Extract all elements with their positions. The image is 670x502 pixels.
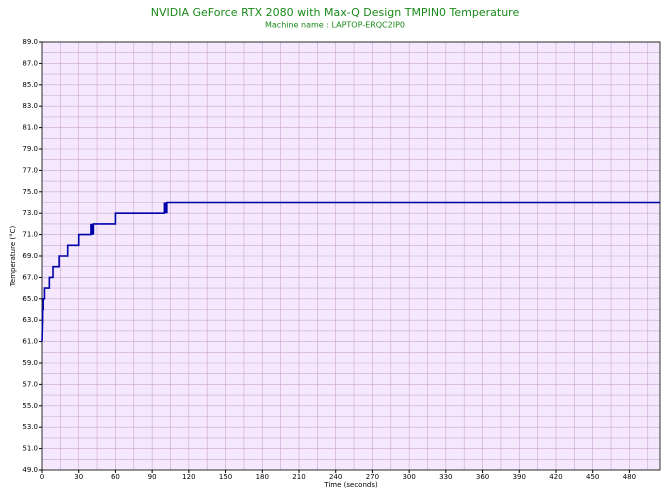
y-tick-label: 83.0 — [22, 102, 38, 110]
y-tick-label: 89.0 — [22, 38, 38, 46]
x-tick-label: 30 — [74, 473, 83, 481]
y-tick-label: 75.0 — [22, 188, 38, 196]
y-tick-label: 73.0 — [22, 209, 38, 217]
y-tick-label: 81.0 — [22, 124, 38, 132]
chart-subtitle: Machine name : LAPTOP-ERQC2IP0 — [265, 21, 405, 30]
x-tick-label: 390 — [513, 473, 526, 481]
x-tick-label: 420 — [549, 473, 562, 481]
x-tick-label: 60 — [111, 473, 120, 481]
y-tick-label: 63.0 — [22, 316, 38, 324]
x-tick-label: 270 — [366, 473, 379, 481]
x-tick-label: 120 — [182, 473, 195, 481]
x-tick-label: 0 — [40, 473, 44, 481]
y-tick-label: 65.0 — [22, 295, 38, 303]
y-tick-label: 85.0 — [22, 81, 38, 89]
y-tick-label: 79.0 — [22, 145, 38, 153]
chart-title: NVIDIA GeForce RTX 2080 with Max-Q Desig… — [151, 6, 520, 19]
series-line — [41, 201, 660, 342]
x-tick-label: 90 — [148, 473, 157, 481]
y-tick-label: 71.0 — [22, 231, 38, 239]
x-axis-label: Time (seconds) — [323, 481, 378, 489]
y-tick-label: 87.0 — [22, 59, 38, 67]
y-axis-label: Temperature (°C) — [9, 226, 17, 288]
x-tick-label: 330 — [439, 473, 452, 481]
y-tick-label: 59.0 — [22, 359, 38, 367]
x-tick-label: 150 — [219, 473, 232, 481]
plot-border — [41, 41, 661, 471]
x-tick-label: 360 — [476, 473, 489, 481]
y-tick-label: 49.0 — [22, 466, 38, 474]
y-tick-label: 69.0 — [22, 252, 38, 260]
y-tick-label: 57.0 — [22, 380, 38, 388]
y-tick-label: 55.0 — [22, 402, 38, 410]
x-tick-label: 180 — [256, 473, 269, 481]
x-tick-label: 240 — [329, 473, 342, 481]
x-tick-label: 300 — [402, 473, 415, 481]
y-tick-label: 77.0 — [22, 166, 38, 174]
y-tick-label: 61.0 — [22, 338, 38, 346]
x-tick-label: 450 — [586, 473, 599, 481]
y-tick-label: 53.0 — [22, 423, 38, 431]
y-tick-label: 51.0 — [22, 445, 38, 453]
x-tick-label: 210 — [292, 473, 305, 481]
y-tick-label: 67.0 — [22, 273, 38, 281]
x-tick-label: 480 — [623, 473, 636, 481]
